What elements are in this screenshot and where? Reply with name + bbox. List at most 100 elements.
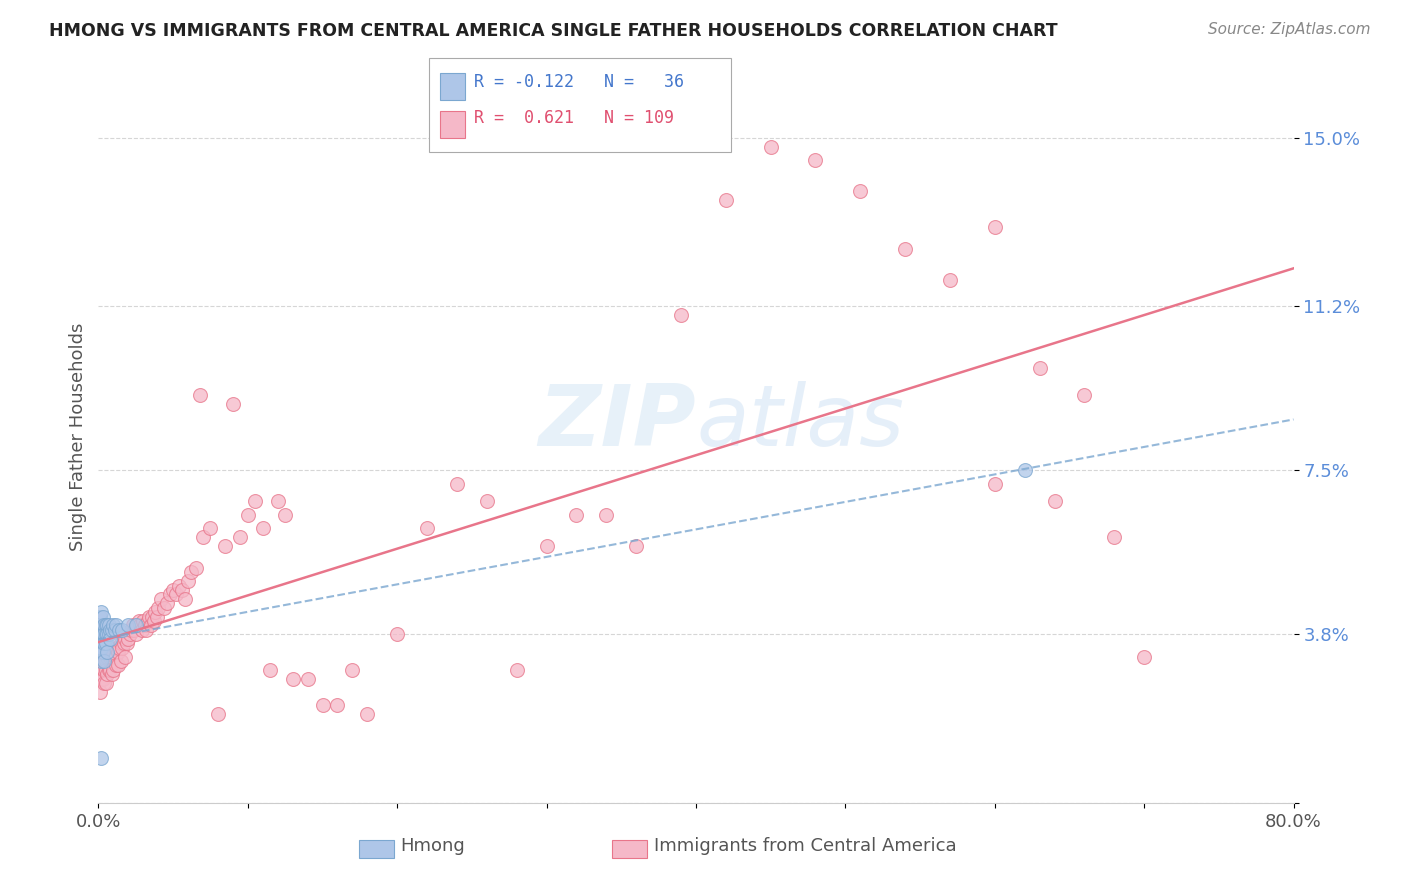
Point bbox=[131, 623, 153, 637]
Text: Hmong: Hmong bbox=[401, 837, 465, 855]
Text: Immigrants from Central America: Immigrants from Central America bbox=[654, 837, 956, 855]
Point bbox=[105, 658, 128, 673]
Point bbox=[565, 508, 588, 522]
Point bbox=[156, 596, 179, 610]
Point bbox=[177, 574, 200, 589]
Point bbox=[162, 582, 184, 597]
Point bbox=[356, 707, 378, 722]
Point bbox=[103, 645, 125, 659]
Point bbox=[91, 636, 114, 650]
Point bbox=[342, 663, 364, 677]
Point bbox=[714, 193, 737, 207]
Point bbox=[89, 640, 111, 655]
Point bbox=[297, 672, 319, 686]
Point bbox=[98, 649, 122, 664]
Point bbox=[111, 640, 134, 655]
Point bbox=[222, 397, 245, 411]
Point bbox=[105, 640, 128, 655]
Point bbox=[91, 627, 114, 641]
Point bbox=[114, 649, 136, 664]
Point bbox=[96, 649, 118, 664]
Text: ZIP: ZIP bbox=[538, 381, 696, 464]
Point bbox=[939, 273, 962, 287]
Point bbox=[97, 663, 120, 677]
Point bbox=[118, 627, 141, 641]
Point bbox=[107, 658, 129, 673]
Point bbox=[167, 578, 190, 592]
Point bbox=[311, 698, 333, 713]
Point bbox=[1104, 530, 1126, 544]
Point bbox=[128, 614, 150, 628]
Point bbox=[120, 623, 142, 637]
Point bbox=[93, 636, 115, 650]
Point bbox=[93, 663, 115, 677]
Point bbox=[90, 751, 112, 765]
Point bbox=[1133, 649, 1156, 664]
Point bbox=[112, 636, 135, 650]
Point bbox=[184, 561, 207, 575]
Point bbox=[165, 587, 187, 601]
Point bbox=[148, 600, 170, 615]
Point bbox=[91, 609, 114, 624]
Point bbox=[385, 627, 409, 641]
Point bbox=[124, 623, 146, 637]
Point bbox=[1014, 463, 1036, 477]
Point bbox=[207, 707, 229, 722]
Point bbox=[125, 627, 148, 641]
Point bbox=[96, 645, 118, 659]
Point bbox=[94, 636, 117, 650]
Point bbox=[191, 530, 214, 544]
Point bbox=[121, 618, 143, 632]
Point bbox=[134, 618, 156, 632]
Point bbox=[90, 627, 112, 641]
Point bbox=[132, 614, 155, 628]
Point bbox=[91, 672, 114, 686]
Point bbox=[136, 614, 159, 628]
Point bbox=[104, 623, 127, 637]
Point bbox=[93, 654, 115, 668]
Point bbox=[506, 663, 529, 677]
Point bbox=[96, 618, 118, 632]
Point bbox=[188, 388, 211, 402]
Point bbox=[259, 663, 281, 677]
Point bbox=[129, 618, 152, 632]
Y-axis label: Single Father Households: Single Father Households bbox=[69, 323, 87, 551]
Point bbox=[446, 476, 468, 491]
Point bbox=[145, 609, 167, 624]
Point bbox=[669, 308, 692, 322]
Point bbox=[984, 476, 1007, 491]
Point bbox=[252, 521, 274, 535]
Point bbox=[107, 645, 129, 659]
Point bbox=[141, 609, 163, 624]
Point bbox=[200, 521, 222, 535]
Point bbox=[93, 676, 115, 690]
Point bbox=[245, 494, 267, 508]
Text: Source: ZipAtlas.com: Source: ZipAtlas.com bbox=[1208, 22, 1371, 37]
Point bbox=[111, 623, 134, 637]
Text: HMONG VS IMMIGRANTS FROM CENTRAL AMERICA SINGLE FATHER HOUSEHOLDS CORRELATION CH: HMONG VS IMMIGRANTS FROM CENTRAL AMERICA… bbox=[49, 22, 1057, 40]
Point bbox=[536, 539, 558, 553]
Point bbox=[96, 627, 118, 641]
Point bbox=[108, 640, 131, 655]
Point bbox=[416, 521, 439, 535]
Point bbox=[984, 219, 1007, 234]
Point bbox=[91, 654, 114, 668]
Point bbox=[98, 632, 122, 646]
Point bbox=[114, 632, 136, 646]
Point bbox=[91, 618, 114, 632]
Point bbox=[117, 618, 139, 632]
Point bbox=[94, 663, 117, 677]
Point bbox=[236, 508, 259, 522]
Text: R = -0.122   N =   36: R = -0.122 N = 36 bbox=[474, 73, 683, 91]
Point bbox=[101, 667, 124, 681]
Point bbox=[172, 582, 194, 597]
Point bbox=[1043, 494, 1066, 508]
Point bbox=[143, 605, 166, 619]
Text: R =  0.621   N = 109: R = 0.621 N = 109 bbox=[474, 109, 673, 127]
Point bbox=[90, 663, 112, 677]
Point bbox=[96, 667, 118, 681]
Point bbox=[110, 636, 132, 650]
Point bbox=[804, 153, 827, 167]
Point bbox=[135, 623, 157, 637]
Point bbox=[94, 676, 117, 690]
